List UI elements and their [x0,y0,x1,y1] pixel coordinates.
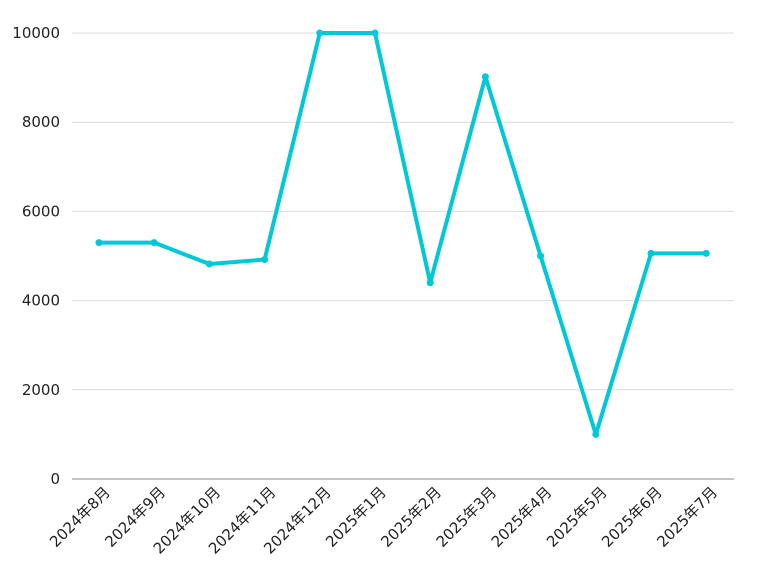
data-point [592,430,600,438]
y-tick-label: 2000 [22,381,60,399]
data-point [426,279,434,287]
data-point [150,239,158,247]
data-point [537,252,545,260]
y-tick-label: 4000 [22,292,60,310]
data-point [702,249,710,257]
x-axis-ticks: 2024年8月2024年9月2024年10月2024年11月2024年12月20… [46,483,721,557]
data-point [261,256,269,264]
y-tick-label: 6000 [22,202,60,220]
data-point [481,73,489,81]
y-axis-ticks: 0 2000 4000 6000 8000 10000 [12,24,60,488]
gridlines [72,32,734,391]
y-tick-label: 10000 [12,24,60,42]
data-point [95,239,103,247]
series-line [97,31,709,437]
data-point [647,249,655,257]
y-tick-label: 0 [50,470,60,488]
data-point [371,29,379,37]
y-tick-label: 8000 [22,113,60,131]
data-point [205,260,213,268]
x-tick-label: 2025年7月 [653,483,721,551]
data-point [316,29,324,37]
series-layer [95,29,710,438]
